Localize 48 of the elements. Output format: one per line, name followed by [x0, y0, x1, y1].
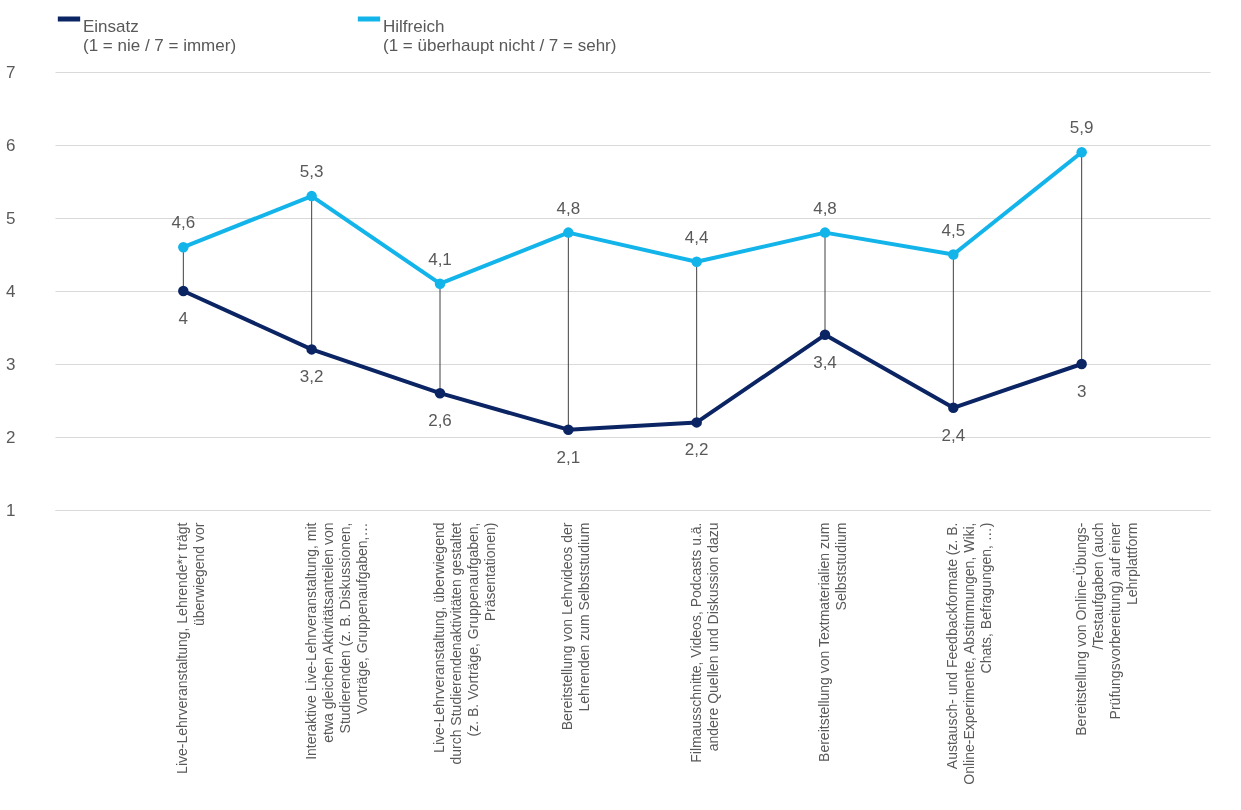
- data-label: 3,4: [813, 352, 837, 372]
- y-tick-label: 2: [6, 427, 16, 447]
- data-label: 3,2: [299, 367, 324, 387]
- point: [691, 256, 702, 268]
- point: [563, 227, 574, 238]
- data-label: 4,1: [428, 249, 452, 269]
- point: [1076, 147, 1087, 158]
- data-label: 4,8: [556, 198, 581, 218]
- data-label: 4,4: [684, 227, 709, 247]
- point: [691, 417, 702, 428]
- x-tick-label: Bereitstellung von Online-Übungs- /Testaufgaben (auch Prüfungsvorbereitung) auf einer Lehrplattform: [1071, 522, 1140, 736]
- data-label: 2,6: [428, 411, 452, 431]
- y-tick-label: 7: [6, 62, 16, 82]
- point: [178, 285, 189, 297]
- point: [1076, 358, 1087, 370]
- y-tick-label: 6: [6, 135, 16, 155]
- x-tick-label: Bereitstellung von Textmaterialien zum Selbststudium: [816, 522, 849, 762]
- x-tick-label: Filmausschnitte, Videos, Podcasts u.ä. andere Quellen und Diskussion dazu: [687, 522, 721, 763]
- point: [563, 424, 574, 435]
- point: [819, 227, 831, 238]
- point: [306, 190, 317, 202]
- legend-label: Hilfreich (1 = überhaupt nicht / 7 = sehr): [383, 17, 617, 55]
- y-tick-label: 4: [6, 281, 16, 301]
- y-tick-label: 1: [6, 500, 16, 520]
- data-label: 2,4: [941, 425, 966, 445]
- data-label: 4,5: [941, 220, 966, 240]
- point: [306, 344, 317, 355]
- x-tick-label: Austausch- und Feedbackformate (z. B. Online-Experimente, Abstimmungen, Wiki, Chats, Befragungen, …): [944, 522, 995, 785]
- point: [178, 241, 189, 253]
- data-label: 2,1: [556, 447, 581, 467]
- data-label: 4: [178, 309, 189, 328]
- data-label: 3: [1076, 382, 1087, 401]
- point: [434, 278, 446, 289]
- legend-label: Einsatz (1 = nie / 7 = immer): [83, 17, 237, 55]
- x-tick-label: Interaktive Live-Lehrveranstaltung, mit etwa gleichen Aktivitätsanteilen von Studierenden (z. B. Diskussionen, Vorträge, Gruppenaufgaben,…: [302, 522, 370, 760]
- x-tick-label: Live-Lehrveranstaltung, überwiegend durch Studierendenaktivitäten gestaltet (z. B. Vorträge, Gruppenaufgaben, Präsentationen): [431, 522, 498, 765]
- point: [819, 329, 831, 341]
- point: [434, 387, 446, 399]
- point: [948, 249, 959, 260]
- point: [948, 402, 959, 414]
- y-tick-label: 3: [6, 354, 16, 374]
- data-label: 4,6: [171, 213, 196, 233]
- data-label: 4,8: [813, 198, 837, 218]
- data-label: 2,2: [684, 440, 709, 460]
- data-label: 5,9: [1069, 118, 1094, 138]
- x-tick-label: Live-Lehrveranstaltung, Lehrende*r trägt überwiegend vor: [174, 522, 208, 774]
- data-label: 5,3: [299, 162, 324, 182]
- y-tick-label: 5: [6, 208, 16, 228]
